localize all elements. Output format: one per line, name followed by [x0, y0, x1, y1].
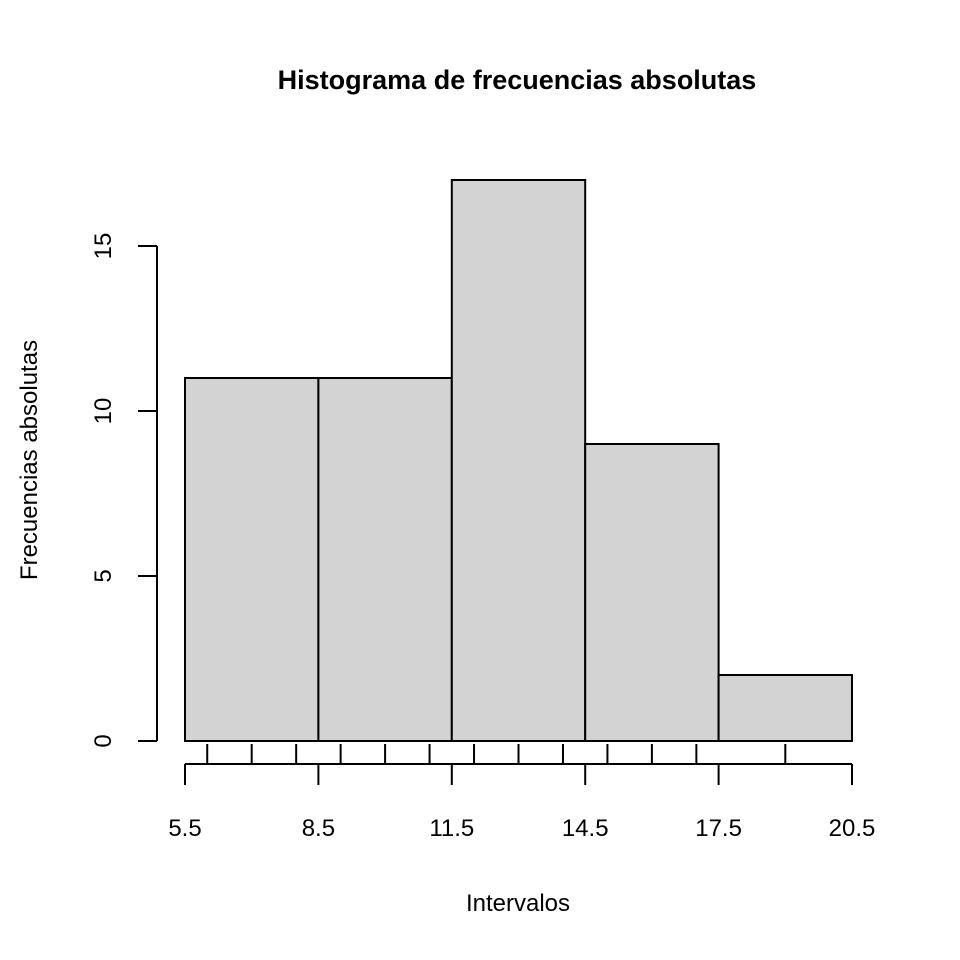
x-tick-label: 5.5 — [168, 815, 201, 842]
histogram-bar-4 — [584, 443, 720, 742]
x-tick-label: 14.5 — [562, 815, 609, 842]
x-tick-label: 20.5 — [829, 815, 876, 842]
x-tick-label: 11.5 — [429, 815, 474, 842]
x-axis: 5.5 8.5 11.5 14.5 17.5 20.5 — [168, 744, 875, 842]
x-axis-label: Intervalos — [466, 890, 570, 917]
histogram-bar-1 — [184, 377, 320, 742]
x-tick-label: 17.5 — [695, 815, 742, 842]
y-axis: 0 5 10 15 — [90, 233, 158, 748]
y-tick-label: 15 — [90, 233, 117, 260]
x-tick-label: 8.5 — [302, 815, 335, 842]
y-tick-label: 0 — [90, 734, 117, 747]
histogram-bar-5 — [717, 674, 853, 742]
histogram-bar-3 — [450, 179, 587, 742]
chart-title: Histograma de frecuencias absolutas — [278, 65, 757, 95]
y-tick-label: 10 — [90, 398, 117, 425]
y-axis-label: Frecuencias absolutas — [16, 340, 43, 580]
bars-group — [184, 179, 853, 742]
histogram-bar-2 — [317, 377, 453, 742]
y-tick-label: 5 — [90, 569, 117, 582]
